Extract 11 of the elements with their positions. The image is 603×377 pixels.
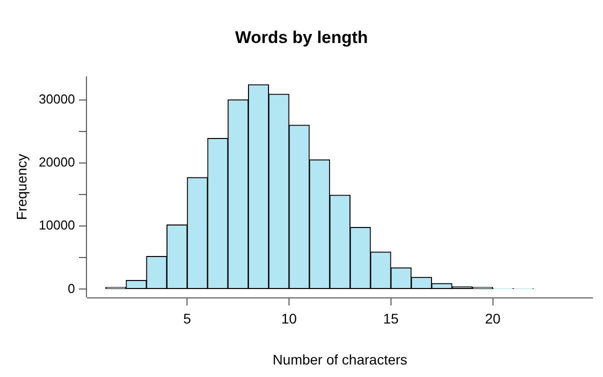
- x-tick-label: 10: [281, 310, 298, 327]
- y-axis-title: Frequency: [13, 154, 30, 220]
- y-tick-label: 20000: [38, 154, 75, 170]
- x-axis-title: Number of characters: [272, 351, 408, 368]
- y-tick-label: 0: [68, 280, 75, 296]
- x-tick-label: 5: [183, 310, 192, 327]
- y-tick-label: 30000: [38, 91, 75, 106]
- x-tick-label: 15: [383, 310, 399, 327]
- chart-title: Words by length: [235, 28, 368, 47]
- x-tick-label: 20: [484, 310, 501, 327]
- y-tick-label: 10000: [38, 218, 75, 233]
